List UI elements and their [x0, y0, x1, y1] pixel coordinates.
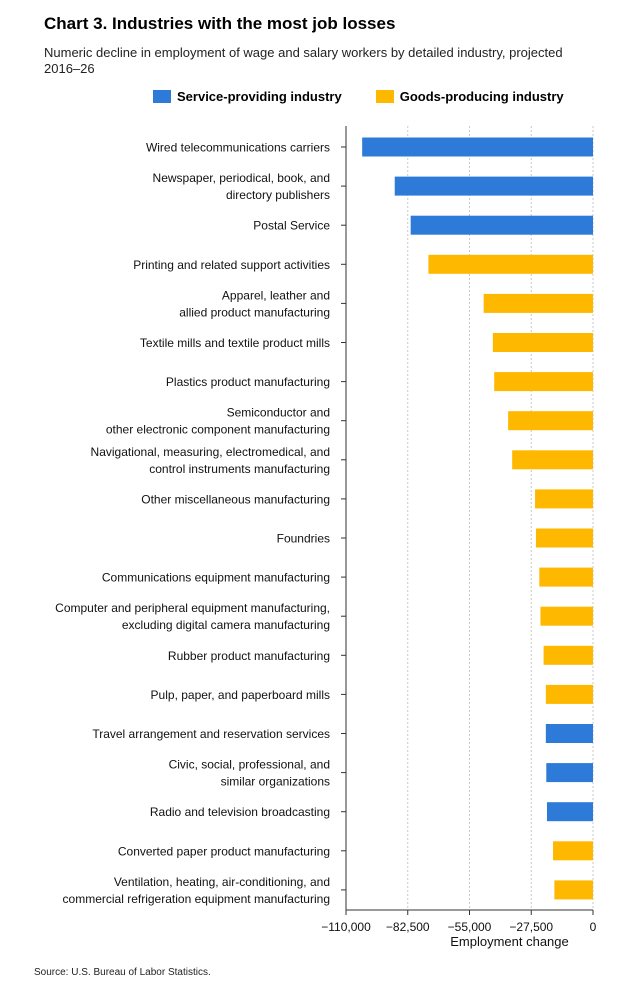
source-note: Source: U.S. Bureau of Labor Statistics. [34, 967, 211, 978]
category-label-16-line-0: Civic, social, professional, and [169, 758, 330, 772]
category-label-1-line-0: Newspaper, periodical, book, and [153, 171, 330, 185]
chart-subtitle: Numeric decline in employment of wage an… [44, 45, 563, 76]
category-label-14: Pulp, paper, and paperboard mills [151, 688, 330, 702]
bar-10 [535, 528, 593, 548]
category-label-11: Communications equipment manufacturing [102, 571, 330, 585]
category-label-8-line-1: control instruments manufacturing [149, 462, 330, 476]
category-label-16-line-1: similar organizations [221, 775, 330, 789]
legend-item-service: Service-providing industry [153, 89, 342, 104]
x-tick-label-4: 0 [590, 920, 597, 934]
bar-14 [545, 684, 593, 704]
bar-chart: Wired telecommunications carriers Newspap… [55, 126, 597, 949]
x-tick-label-3: −27,500 [509, 920, 553, 934]
category-label-12-line-0: Computer and peripheral equipment manufa… [55, 601, 330, 615]
bar-5 [492, 333, 593, 352]
category-label-10: Foundries [277, 532, 330, 546]
bar-17 [546, 802, 593, 822]
category-label-7-line-1: other electronic component manufacturing [106, 423, 330, 437]
bar-0 [362, 137, 593, 157]
bar-15 [545, 724, 593, 743]
bar-12 [540, 606, 593, 626]
chart-title: Chart 3. Industries with the most job lo… [44, 14, 396, 33]
category-label-0: Wired telecommunications carriers [146, 141, 330, 155]
legend-label-service: Service-providing industry [177, 89, 342, 104]
legend-swatch-goods [375, 90, 394, 103]
bar-2 [410, 215, 593, 235]
bar-18 [553, 841, 593, 861]
x-axis-title: Employment change [450, 934, 569, 949]
category-label-5: Textile mills and textile product mills [140, 336, 330, 350]
bar-6 [494, 372, 593, 392]
legend-swatch-service [153, 90, 171, 103]
category-label-12-line-1: excluding digital camera manufacturing [122, 618, 330, 632]
category-label-8-line-0: Navigational, measuring, electromedical,… [91, 445, 330, 459]
bar-19 [554, 880, 593, 900]
bar-16 [546, 763, 593, 783]
category-label-13: Rubber product manufacturing [168, 649, 330, 663]
bar-8 [512, 450, 593, 470]
category-label-9: Other miscellaneous manufacturing [141, 492, 330, 506]
category-label-3: Printing and related support activities [133, 258, 330, 272]
category-label-4-line-1: allied product manufacturing [179, 305, 330, 319]
bar-1 [394, 176, 593, 196]
x-tick-label-0: −110,000 [321, 920, 371, 934]
category-label-15: Travel arrangement and reservation servi… [92, 727, 330, 741]
category-label-4-line-0: Apparel, leather and [222, 288, 330, 302]
bar-4 [483, 293, 593, 313]
legend-item-goods: Goods-producing industry [375, 89, 564, 104]
category-label-18: Converted paper product manufacturing [118, 844, 330, 858]
category-label-17: Radio and television broadcasting [150, 805, 330, 819]
bar-9 [535, 489, 593, 509]
category-label-6: Plastics product manufacturing [166, 375, 330, 389]
category-label-19-line-0: Ventilation, heating, air-conditioning, … [114, 875, 330, 889]
bar-13 [543, 645, 593, 665]
x-tick-label-2: −55,000 [448, 920, 492, 934]
legend-label-goods: Goods-producing industry [399, 89, 564, 104]
legend: Service-providing industry Goods-produci… [153, 89, 598, 104]
category-label-2: Postal Service [253, 219, 330, 233]
bar-11 [539, 567, 593, 587]
bar-7 [508, 411, 593, 431]
bar-3 [428, 254, 593, 274]
category-label-1-line-1: directory publishers [226, 188, 330, 202]
category-label-7-line-0: Semiconductor and [227, 406, 330, 420]
x-tick-label-1: −82,500 [386, 920, 430, 934]
category-label-19-line-1: commercial refrigeration equipment manuf… [63, 892, 330, 906]
